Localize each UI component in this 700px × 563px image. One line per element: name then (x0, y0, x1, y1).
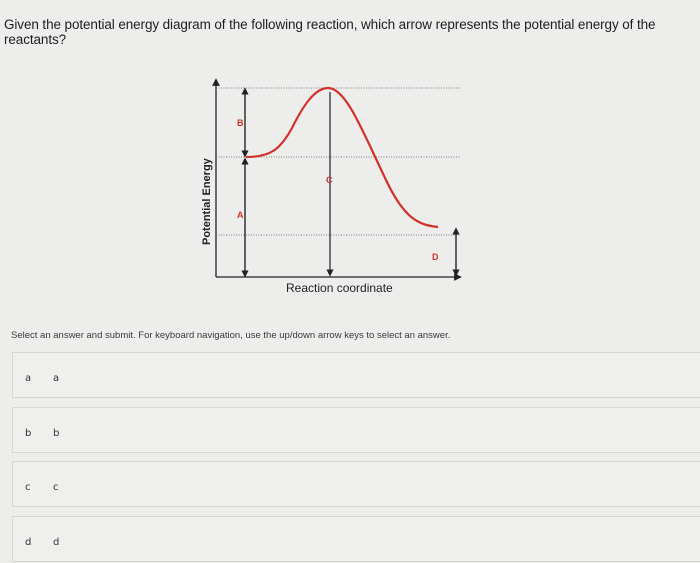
option-a[interactable]: a a (12, 352, 700, 398)
label-a: A (237, 210, 244, 220)
question-text: Given the potential energy diagram of th… (4, 17, 656, 47)
option-b[interactable]: b b (12, 407, 700, 453)
instructions-text: Select an answer and submit. For keyboar… (11, 330, 451, 341)
energy-curve (245, 86, 439, 229)
option-d-label: d (53, 537, 60, 548)
diagram-svg: B A C D Potential Energy Reaction coordi… (201, 78, 462, 295)
option-b-key: b (25, 428, 32, 439)
option-a-key: a (25, 373, 32, 384)
option-d-key: d (25, 537, 32, 548)
x-axis-label: Reaction coordinate (286, 281, 393, 295)
option-c-key: c (25, 482, 31, 493)
potential-energy-diagram: B A C D Potential Energy Reaction coordi… (190, 70, 480, 310)
option-a-label: a (53, 373, 60, 384)
option-c-label: c (53, 482, 59, 493)
label-b: B (237, 118, 244, 128)
label-d: D (432, 252, 439, 262)
option-c[interactable]: c c (12, 461, 700, 507)
option-b-label: b (53, 428, 60, 439)
label-c: C (326, 175, 333, 185)
option-d[interactable]: d d (12, 516, 700, 562)
y-axis-label: Potential Energy (201, 157, 213, 245)
